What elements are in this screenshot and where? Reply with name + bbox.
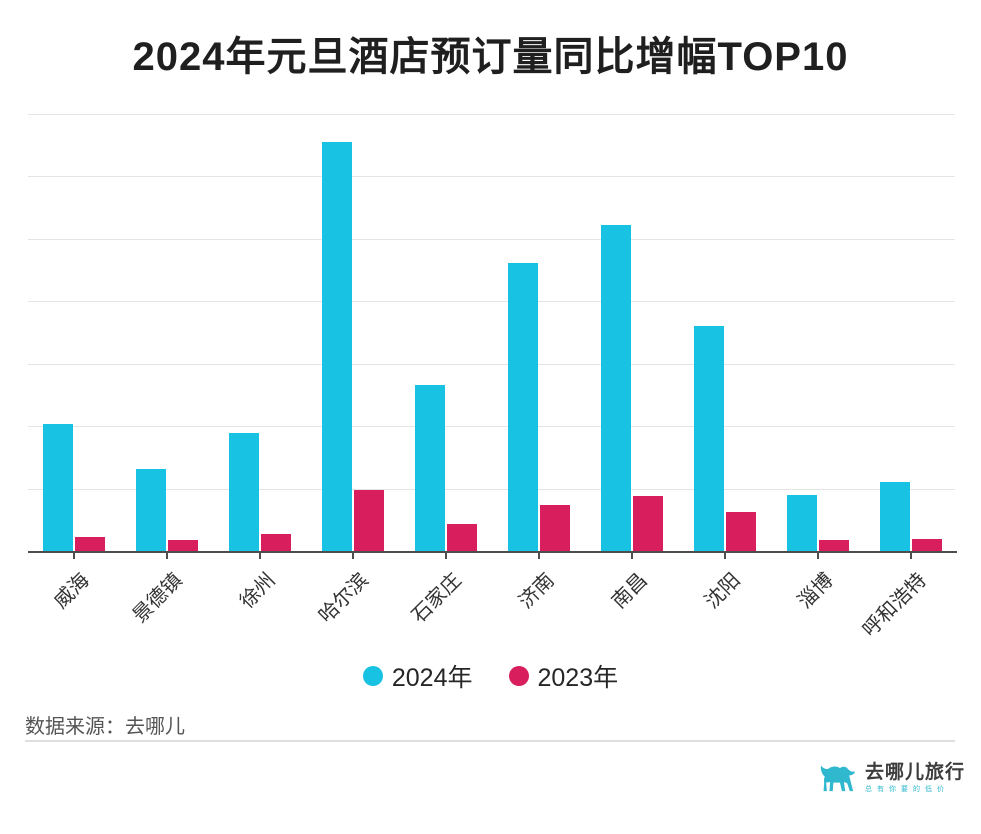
gridline — [28, 176, 955, 178]
bar-2024年-南昌 — [601, 224, 631, 551]
axis-tick — [538, 551, 540, 559]
logo-tagline: 总有你要的低价 — [864, 786, 949, 794]
bar-2024年-威海 — [43, 423, 73, 551]
bar-2024年-哈尔滨 — [322, 142, 352, 551]
bar-2023年-呼和浩特 — [912, 538, 942, 551]
axis-tick — [166, 551, 168, 559]
bar-2023年-南昌 — [633, 496, 663, 551]
x-axis-line — [28, 551, 957, 553]
legend-label-2023: 2023年 — [537, 664, 619, 692]
bar-2023年-徐州 — [261, 533, 291, 551]
bar-2024年-沈阳 — [694, 325, 724, 551]
bar-2023年-哈尔滨 — [354, 489, 384, 551]
chart-title: 2024年元旦酒店预订量同比增幅TOP10 — [132, 35, 849, 79]
legend-item-2024: 2024年 — [362, 658, 473, 694]
axis-tick — [445, 551, 447, 559]
plot-area: 威海 景德镇 徐州 哈尔滨 石家庄 济南 南昌 沈阳 淄博 呼和浩特 — [28, 114, 957, 641]
legend-item-2023: 2023年 — [508, 658, 619, 694]
bar-2024年-济南 — [508, 262, 538, 551]
bar-2023年-沈阳 — [726, 512, 756, 551]
bar-2023年-石家庄 — [447, 523, 477, 551]
legend-dot-2024-icon — [362, 666, 383, 686]
axis-tick — [817, 551, 819, 559]
bar-2023年-景德镇 — [168, 539, 198, 551]
logo-text-block: 去哪儿旅行 总有你要的低价 — [864, 761, 965, 794]
axis-tick — [352, 551, 354, 559]
bar-2024年-徐州 — [229, 433, 259, 551]
chart-legend: 2024年 2023年 — [0, 658, 981, 694]
bar-2024年-景德镇 — [136, 468, 166, 551]
bar-2023年-淄博 — [819, 540, 849, 551]
gridline — [28, 363, 955, 365]
footer-divider — [25, 740, 955, 742]
camel-icon — [820, 765, 856, 792]
gridline — [28, 426, 955, 428]
gridline — [28, 238, 955, 240]
axis-tick — [724, 551, 726, 559]
legend-dot-2023-icon — [508, 666, 529, 686]
axis-tick — [631, 551, 633, 559]
logo-name: 去哪儿旅行 — [864, 761, 965, 783]
bar-2023年-济南 — [540, 504, 570, 551]
gridline — [28, 114, 955, 115]
axis-tick — [73, 551, 75, 559]
bar-2023年-威海 — [75, 537, 105, 551]
qunar-logo: 去哪儿旅行 总有你要的低价 — [817, 760, 965, 796]
gridline — [28, 301, 955, 303]
data-source-label: 数据来源：去哪儿 — [25, 716, 185, 738]
bar-2024年-呼和浩特 — [880, 482, 910, 551]
axis-tick — [910, 551, 912, 559]
axis-tick — [259, 551, 261, 559]
bar-2024年-淄博 — [787, 494, 817, 551]
gridline — [28, 488, 955, 490]
legend-label-2024: 2024年 — [391, 664, 473, 692]
bar-2024年-石家庄 — [415, 384, 445, 551]
